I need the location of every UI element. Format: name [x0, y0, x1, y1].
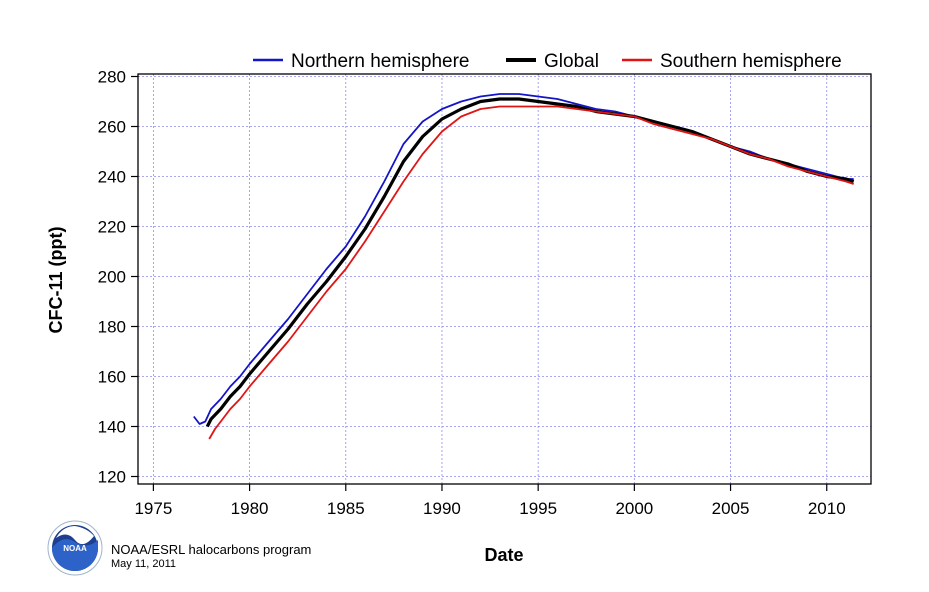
y-tick-label: 260 — [98, 118, 126, 137]
x-tick-label: 2010 — [808, 499, 846, 518]
legend-label: Southern hemisphere — [660, 51, 842, 72]
x-tick-label: 2000 — [615, 499, 653, 518]
credit-date: May 11, 2011 — [111, 558, 177, 570]
y-tick-label: 220 — [98, 218, 126, 237]
legend-label: Global — [544, 51, 599, 72]
credit-line: NOAA/ESRL halocarbons program — [111, 542, 312, 557]
legend: Northern hemisphere Global Southern hemisp… — [253, 51, 842, 72]
x-tick-labels: 1975 1980 1985 1990 1995 2000 2005 2010 — [134, 499, 845, 518]
x-tick-label: 1975 — [134, 499, 172, 518]
axis-ticks — [131, 75, 828, 491]
grid — [138, 74, 871, 484]
legend-label: Northern hemisphere — [291, 51, 469, 72]
x-tick-label: 1995 — [519, 499, 557, 518]
logo-text: NOAA — [63, 544, 87, 553]
y-tick-label: 180 — [98, 318, 126, 337]
y-tick-label: 240 — [98, 168, 126, 187]
y-tick-label: 200 — [98, 268, 126, 287]
y-tick-label: 160 — [98, 368, 126, 387]
y-tick-labels: 120 140 160 180 200 220 240 260 280 — [98, 68, 126, 487]
y-tick-label: 120 — [98, 468, 126, 487]
x-axis-title: Date — [484, 545, 523, 565]
x-tick-label: 1990 — [423, 499, 461, 518]
y-tick-label: 280 — [98, 68, 126, 87]
x-tick-label: 1980 — [231, 499, 269, 518]
plot-frame — [137, 73, 872, 485]
series-line-1 — [193, 93, 854, 425]
series-lines — [193, 93, 855, 440]
y-axis-title: CFC-11 (ppt) — [46, 227, 66, 334]
noaa-logo: NOAA — [47, 520, 103, 576]
x-tick-label: 2005 — [712, 499, 750, 518]
x-tick-label: 1985 — [327, 499, 365, 518]
y-tick-label: 140 — [98, 418, 126, 437]
series-line-3 — [208, 105, 854, 440]
series-line-2 — [205, 97, 855, 428]
